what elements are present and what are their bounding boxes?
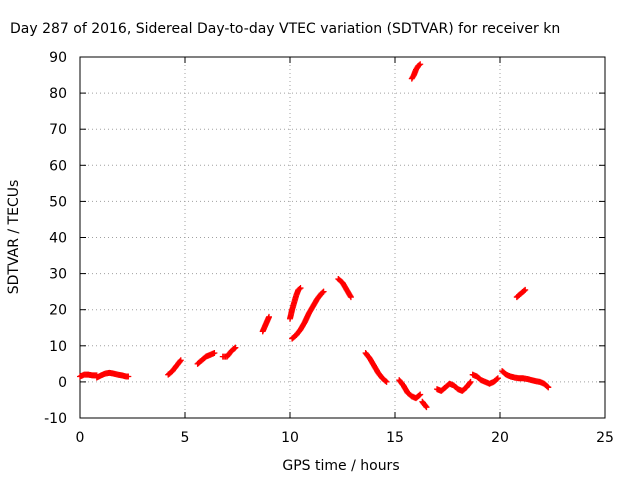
y-tick-label: 10 — [49, 339, 67, 355]
data-point — [467, 378, 474, 385]
data-series-arc — [396, 377, 424, 402]
data-series-arc — [93, 369, 132, 381]
y-axis-label: SDTVAR / TECUs — [6, 180, 22, 295]
y-tick-label: 20 — [49, 303, 67, 319]
y-tick-label: 30 — [49, 267, 67, 283]
data-series-arc — [165, 357, 184, 378]
data-point — [319, 289, 326, 296]
data-point — [232, 344, 239, 351]
data-series-arc — [194, 350, 218, 367]
axis-ticks: 0 5 10 15 20 25 -10 0 10 20 30 40 50 60 70 80 90 — [44, 50, 614, 446]
data-series-arc — [335, 276, 354, 301]
data-point — [417, 391, 424, 398]
x-axis-label: GPS time / hours — [282, 458, 399, 474]
data-series-arc — [434, 378, 474, 394]
data-points — [77, 61, 552, 411]
data-point — [211, 350, 218, 357]
y-tick-label: 40 — [49, 231, 67, 247]
data-point — [177, 357, 184, 364]
x-tick-label: 5 — [181, 430, 190, 446]
x-tick-label: 20 — [491, 430, 509, 446]
data-point — [125, 373, 132, 380]
data-point — [416, 62, 423, 69]
data-point — [320, 288, 327, 295]
grid — [80, 57, 605, 418]
data-series-arc — [419, 398, 430, 411]
data-series-arc — [219, 344, 239, 360]
data-point — [545, 384, 552, 391]
data-point — [494, 375, 501, 382]
data-point — [544, 383, 551, 390]
plot-frame — [79, 56, 606, 419]
data-series-arc — [469, 371, 501, 387]
y-tick-label: 90 — [49, 50, 67, 66]
x-tick-label: 15 — [386, 430, 404, 446]
y-tick-label: 70 — [49, 122, 67, 138]
data-series-arc — [289, 288, 327, 342]
data-point — [416, 392, 423, 399]
data-point — [347, 294, 354, 301]
data-point — [422, 403, 429, 410]
plot-border — [79, 56, 606, 419]
data-point — [177, 358, 184, 365]
data-series-arc — [499, 368, 552, 391]
y-tick-label: 80 — [49, 86, 67, 102]
data-series-arc — [513, 286, 529, 301]
y-tick-label: 0 — [58, 375, 67, 391]
data-series-arc — [77, 371, 100, 380]
chart-title: Day 287 of 2016, Sidereal Day-to-day VTE… — [10, 21, 560, 37]
data-point — [522, 286, 529, 293]
data-point — [231, 345, 238, 352]
data-point — [466, 379, 473, 386]
data-point — [266, 313, 272, 320]
data-point — [383, 378, 390, 385]
data-point — [494, 376, 501, 383]
x-tick-label: 10 — [281, 430, 299, 446]
data-point — [382, 378, 389, 385]
x-tick-label: 0 — [76, 430, 85, 446]
data-point — [521, 287, 528, 294]
data-point — [417, 61, 424, 68]
data-point — [423, 404, 430, 411]
y-tick-label: -10 — [44, 411, 67, 427]
x-tick-label: 25 — [596, 430, 614, 446]
data-series-arc — [259, 313, 272, 335]
y-tick-label: 60 — [49, 158, 67, 174]
data-point — [297, 285, 304, 292]
data-series-arc — [408, 61, 424, 82]
data-series-arc — [362, 350, 390, 385]
data-series-arc — [287, 285, 304, 322]
y-tick-label: 50 — [49, 194, 67, 210]
data-point — [296, 285, 303, 292]
